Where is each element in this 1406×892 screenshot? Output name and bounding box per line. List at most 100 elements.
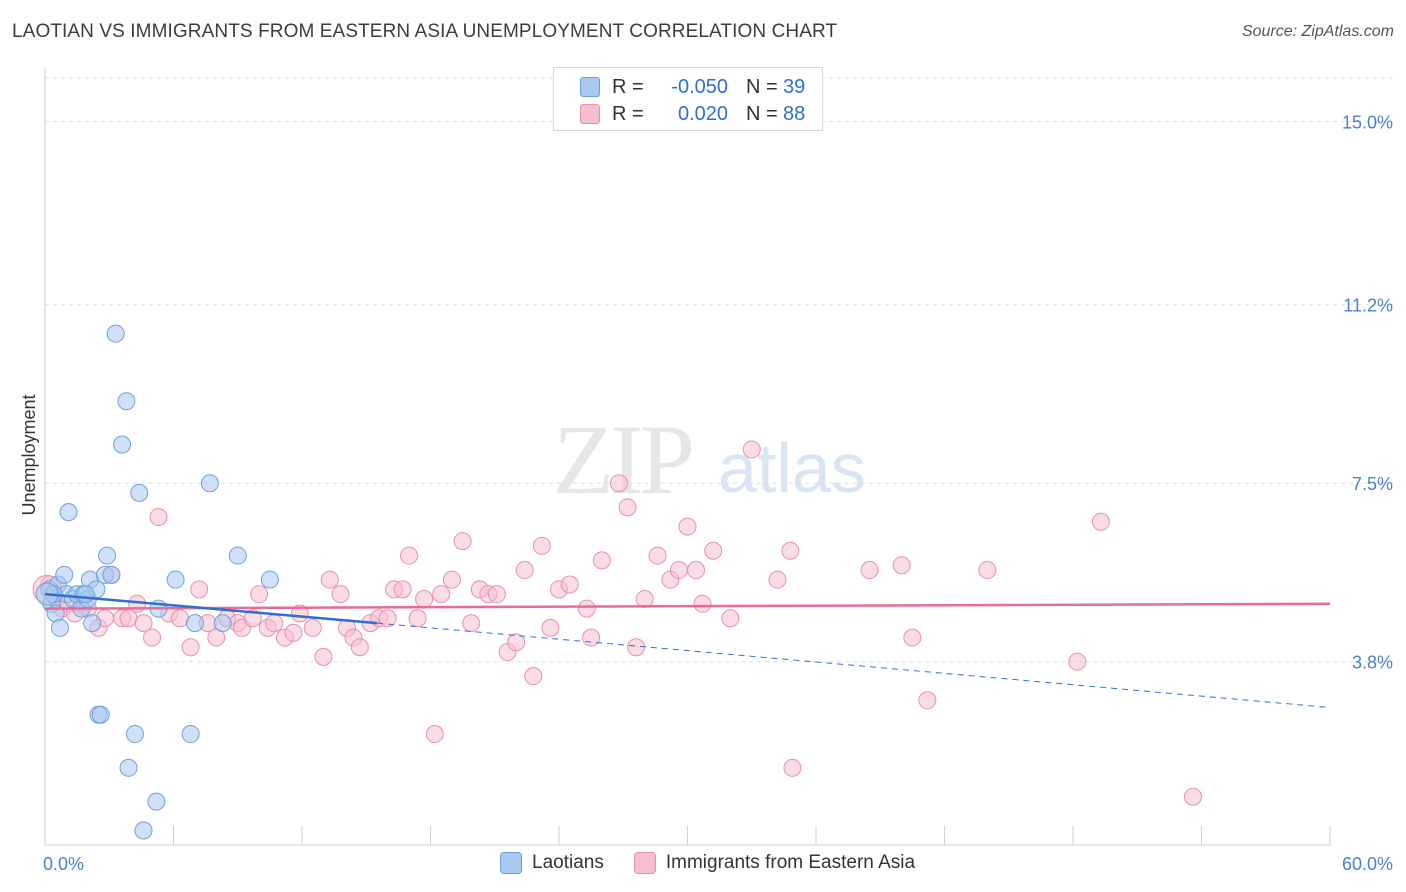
data-point <box>507 633 526 652</box>
y-tick-label: 7.5% <box>1352 474 1393 494</box>
chart-title: LAOTIAN VS IMMIGRANTS FROM EASTERN ASIA … <box>12 21 838 42</box>
data-point <box>618 498 637 517</box>
data-point <box>106 324 125 343</box>
data-point <box>415 589 434 608</box>
laotians-trend-line <box>44 592 378 625</box>
data-point <box>91 705 110 724</box>
data-point <box>117 392 136 411</box>
data-point <box>781 541 800 560</box>
data-point <box>627 638 646 657</box>
data-point <box>181 725 200 744</box>
immigrants-trend-line <box>44 602 1331 610</box>
data-point <box>76 585 95 604</box>
data-point <box>487 585 506 604</box>
data-point <box>130 483 149 502</box>
data-point <box>425 725 444 744</box>
data-point <box>515 561 534 580</box>
data-point <box>378 609 397 628</box>
legend-row-immigrants: R = 0.020 N = 88 <box>580 101 805 127</box>
data-point <box>213 614 232 633</box>
data-point <box>284 623 303 642</box>
r-label: R = <box>612 75 644 98</box>
data-point <box>635 589 654 608</box>
y-tick-label: 3.8% <box>1352 653 1393 673</box>
data-point <box>320 570 339 589</box>
x-tick-label: 0.0% <box>43 854 84 874</box>
data-point <box>170 609 189 628</box>
legend-row-laotians: R = -0.050 N = 39 <box>580 74 805 100</box>
watermark-atlas: atlas <box>718 429 866 507</box>
legend-label-laotians: Laotians <box>532 852 604 873</box>
data-point <box>314 647 333 666</box>
data-point <box>228 546 247 565</box>
data-point <box>892 556 911 575</box>
data-point <box>687 561 706 580</box>
n-value: 88 <box>783 102 806 125</box>
data-point <box>582 628 601 647</box>
data-point <box>119 758 138 777</box>
data-point <box>669 561 688 580</box>
data-point <box>149 507 168 526</box>
immigrants-legend-swatch <box>633 852 656 874</box>
laotians-legend-swatch <box>500 852 522 874</box>
data-point <box>185 614 204 633</box>
data-point <box>648 546 667 565</box>
data-point <box>134 821 153 840</box>
axis-labels: 3.8% 7.5% 11.2% 15.0% 0.0% 60.0% Unemployment <box>19 112 1393 874</box>
data-point <box>1091 512 1110 531</box>
axes <box>44 68 1331 846</box>
data-point <box>541 618 560 637</box>
r-value: 0.020 <box>677 102 728 125</box>
data-point <box>393 580 412 599</box>
data-point <box>1183 787 1202 806</box>
data-point <box>265 614 284 633</box>
y-tick-label: 15.0% <box>1342 112 1393 132</box>
legend-label-immigrants: Immigrants from Eastern Asia <box>665 852 916 873</box>
data-point <box>59 503 78 522</box>
data-point <box>260 570 279 589</box>
data-point <box>453 532 472 551</box>
r-value: -0.050 <box>671 75 728 98</box>
data-point <box>55 565 74 584</box>
data-point <box>532 536 551 555</box>
data-point <box>768 570 787 589</box>
data-point <box>1068 652 1087 671</box>
data-point <box>400 546 419 565</box>
data-point <box>978 561 997 580</box>
trend-lines <box>44 592 1331 709</box>
data-point <box>783 758 802 777</box>
data-point <box>432 585 451 604</box>
series-laotians <box>35 324 279 840</box>
data-point <box>721 609 740 628</box>
watermark-zip: ZIP <box>553 404 695 515</box>
data-point <box>742 440 761 459</box>
data-point <box>190 580 209 599</box>
data-point <box>678 517 697 536</box>
x-tick-label: 60.0% <box>1342 854 1393 874</box>
n-label: N = <box>746 75 778 98</box>
data-point <box>609 474 628 493</box>
data-point <box>560 575 579 594</box>
data-point <box>134 614 153 633</box>
n-label: N = <box>746 102 778 125</box>
data-point <box>303 618 322 637</box>
laotians-swatch <box>580 77 600 97</box>
source-label: Source: ZipAtlas.com <box>1241 23 1394 40</box>
data-point <box>98 546 117 565</box>
series-immigrants-eastern-asia <box>32 440 1202 806</box>
data-point <box>331 585 350 604</box>
data-point <box>113 435 132 454</box>
data-point <box>125 725 144 744</box>
data-point <box>903 628 922 647</box>
data-point <box>408 609 427 628</box>
data-point <box>704 541 723 560</box>
y-tick-label: 11.2% <box>1343 296 1393 316</box>
data-point <box>147 792 166 811</box>
grid-lines <box>45 77 1395 663</box>
data-point <box>50 618 69 637</box>
correlation-legend: R = -0.050 N = 39 R = 0.020 N = 88 <box>553 67 823 131</box>
data-point <box>250 585 269 604</box>
legend-item-immigrants: Immigrants from Eastern Asia <box>633 852 916 874</box>
data-point <box>577 599 596 618</box>
